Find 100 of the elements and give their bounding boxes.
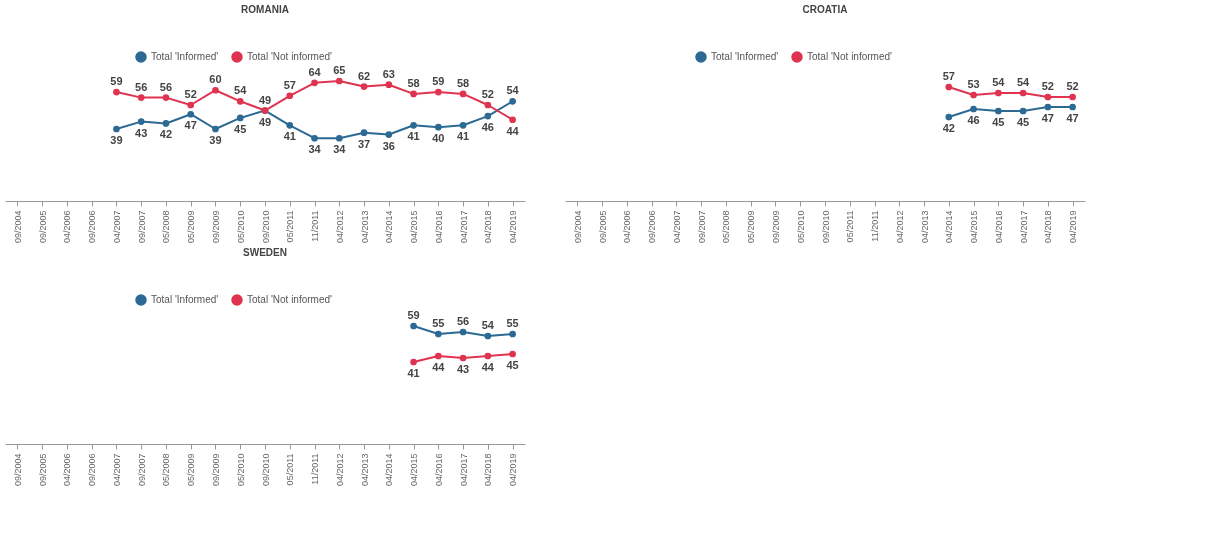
x-tick-label: 09/2005	[37, 210, 48, 244]
x-tick-label: 04/2019	[1068, 210, 1079, 244]
point	[970, 105, 977, 113]
data-label: 37	[357, 137, 371, 150]
data-label: 44	[506, 124, 520, 137]
data-label: 45	[992, 116, 1005, 128]
x-tick-label: 04/2006	[622, 210, 633, 244]
x-tick-label: 05/2009	[186, 210, 197, 244]
data-label: 52	[1041, 80, 1054, 92]
point	[994, 89, 1002, 97]
x-tick-label: 05/2011	[285, 453, 296, 486]
point	[994, 107, 1002, 115]
point	[162, 94, 170, 101]
x-tick-label: 09/2005	[37, 453, 48, 487]
data-label: 56	[159, 80, 173, 93]
point	[484, 112, 492, 120]
x-tick-label: 09/2010	[260, 453, 271, 487]
point	[509, 330, 516, 338]
x-tick-label: 05/2011	[285, 210, 296, 243]
point	[1019, 89, 1027, 97]
point	[459, 90, 467, 98]
data-label: 34	[308, 143, 322, 156]
point	[410, 322, 417, 330]
x-tick-label: 09/2006	[87, 453, 98, 487]
x-tick-label: 05/2008	[161, 210, 172, 244]
x-tick-label: 04/2017	[1018, 210, 1029, 244]
point	[509, 350, 516, 358]
data-label: 40	[432, 132, 445, 145]
data-label: 41	[283, 130, 296, 143]
point	[311, 79, 318, 87]
point	[162, 120, 170, 127]
data-label: 52	[481, 88, 494, 100]
data-label: 46	[481, 121, 494, 134]
data-label: 57	[942, 70, 955, 82]
data-label: 53	[967, 78, 980, 90]
point	[1044, 93, 1052, 101]
point	[509, 116, 516, 124]
point	[335, 134, 343, 142]
point	[113, 88, 120, 96]
data-label: 59	[110, 75, 123, 88]
point	[484, 352, 492, 360]
x-tick-label: 04/2007	[111, 453, 122, 487]
point	[212, 86, 219, 94]
data-label: 65	[333, 64, 346, 76]
x-tick-label: 04/2015	[409, 453, 420, 487]
legend-label: Total 'Not informed'	[247, 294, 333, 305]
data-label: 62	[357, 69, 371, 82]
point	[410, 90, 417, 98]
point	[484, 332, 492, 340]
point	[945, 113, 953, 121]
chart-title: ROMANIA	[241, 4, 289, 15]
x-tick-label: 04/2019	[508, 210, 519, 244]
data-label: 58	[456, 76, 470, 89]
x-tick-label: 05/2010	[235, 210, 246, 244]
x-tick-label: 04/2006	[62, 453, 73, 487]
x-tick-label: 09/2009	[210, 453, 221, 487]
x-tick-label: 04/2007	[671, 210, 682, 244]
point	[459, 328, 467, 336]
x-tick-label: 04/2012	[894, 210, 905, 244]
data-label: 54	[506, 84, 520, 97]
x-tick-label: 05/2009	[186, 453, 197, 487]
x-tick-label: 09/2009	[770, 210, 781, 244]
x-tick-label: 04/2007	[111, 210, 122, 244]
data-label: 41	[407, 367, 420, 379]
x-tick-label: 09/2007	[136, 453, 147, 487]
x-tick-label: 05/2011	[845, 210, 856, 243]
point	[360, 83, 368, 90]
x-tick-label: 04/2018	[483, 453, 494, 487]
data-label: 54	[992, 76, 1006, 88]
x-tick-label: 04/2014	[944, 210, 955, 244]
x-tick-label: 04/2012	[334, 210, 345, 244]
point	[1044, 103, 1052, 111]
x-tick-label: 04/2015	[409, 210, 420, 244]
point	[187, 101, 195, 109]
x-tick-label: 05/2010	[235, 453, 246, 487]
data-label: 43	[135, 126, 148, 139]
point	[434, 123, 442, 131]
data-label: 63	[382, 67, 395, 80]
point	[212, 125, 219, 133]
point	[1069, 103, 1076, 111]
data-label: 54	[1016, 76, 1031, 88]
x-tick-label: 05/2009	[746, 210, 757, 244]
data-label: 39	[209, 134, 222, 146]
data-label: 44	[481, 361, 495, 373]
x-tick-label: 04/2012	[334, 453, 345, 487]
data-label: 43	[456, 363, 470, 375]
point	[1069, 93, 1076, 101]
data-label: 44	[432, 361, 446, 373]
data-label: 49	[258, 93, 272, 106]
x-tick-label: 09/2006	[87, 210, 98, 244]
data-label: 41	[456, 130, 470, 143]
data-label: 39	[110, 134, 123, 146]
legend-label: Total 'Informed'	[151, 294, 219, 305]
x-tick-label: 04/2013	[919, 210, 930, 244]
x-tick-label: 09/2004	[12, 210, 23, 244]
data-label: 55	[506, 317, 519, 329]
data-label: 42	[159, 128, 173, 141]
x-tick-label: 09/2009	[210, 210, 221, 244]
data-label: 41	[407, 130, 420, 143]
point	[137, 118, 145, 125]
